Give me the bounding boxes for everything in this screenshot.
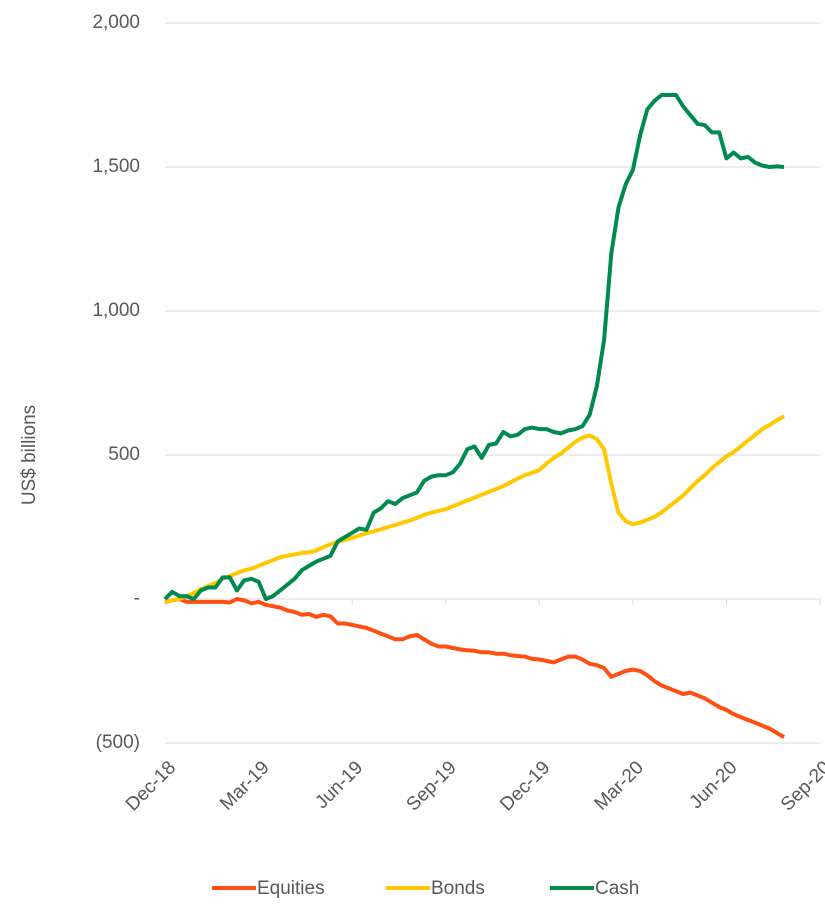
line-series (164, 597, 786, 739)
legend-label: Equities (257, 878, 325, 899)
y-axis-label: US$ billions (19, 405, 40, 505)
line-series (163, 93, 785, 601)
x-tick-label: Jun-19 (311, 757, 367, 813)
legend-label: Cash (595, 878, 639, 899)
x-tick-label: Mar-19 (216, 757, 273, 814)
x-tick-label: Sep-19 (403, 757, 461, 815)
line-series (164, 414, 786, 604)
x-tick-label: Dec-18 (122, 757, 180, 815)
y-tick-label: - (134, 588, 140, 609)
y-tick-label: 2,000 (92, 12, 140, 33)
x-tick-label: Mar-20 (591, 757, 648, 814)
y-tick-label: 1,500 (92, 156, 140, 177)
y-tick-label: 500 (108, 444, 140, 465)
y-tick-label: (500) (96, 732, 140, 753)
x-tick-label: Sep-20 (777, 757, 825, 815)
y-tick-label: 1,000 (92, 300, 140, 321)
x-tick-label: Dec-19 (496, 757, 554, 815)
legend-label: Bonds (431, 878, 485, 899)
x-tick-label: Jun-20 (686, 757, 742, 813)
